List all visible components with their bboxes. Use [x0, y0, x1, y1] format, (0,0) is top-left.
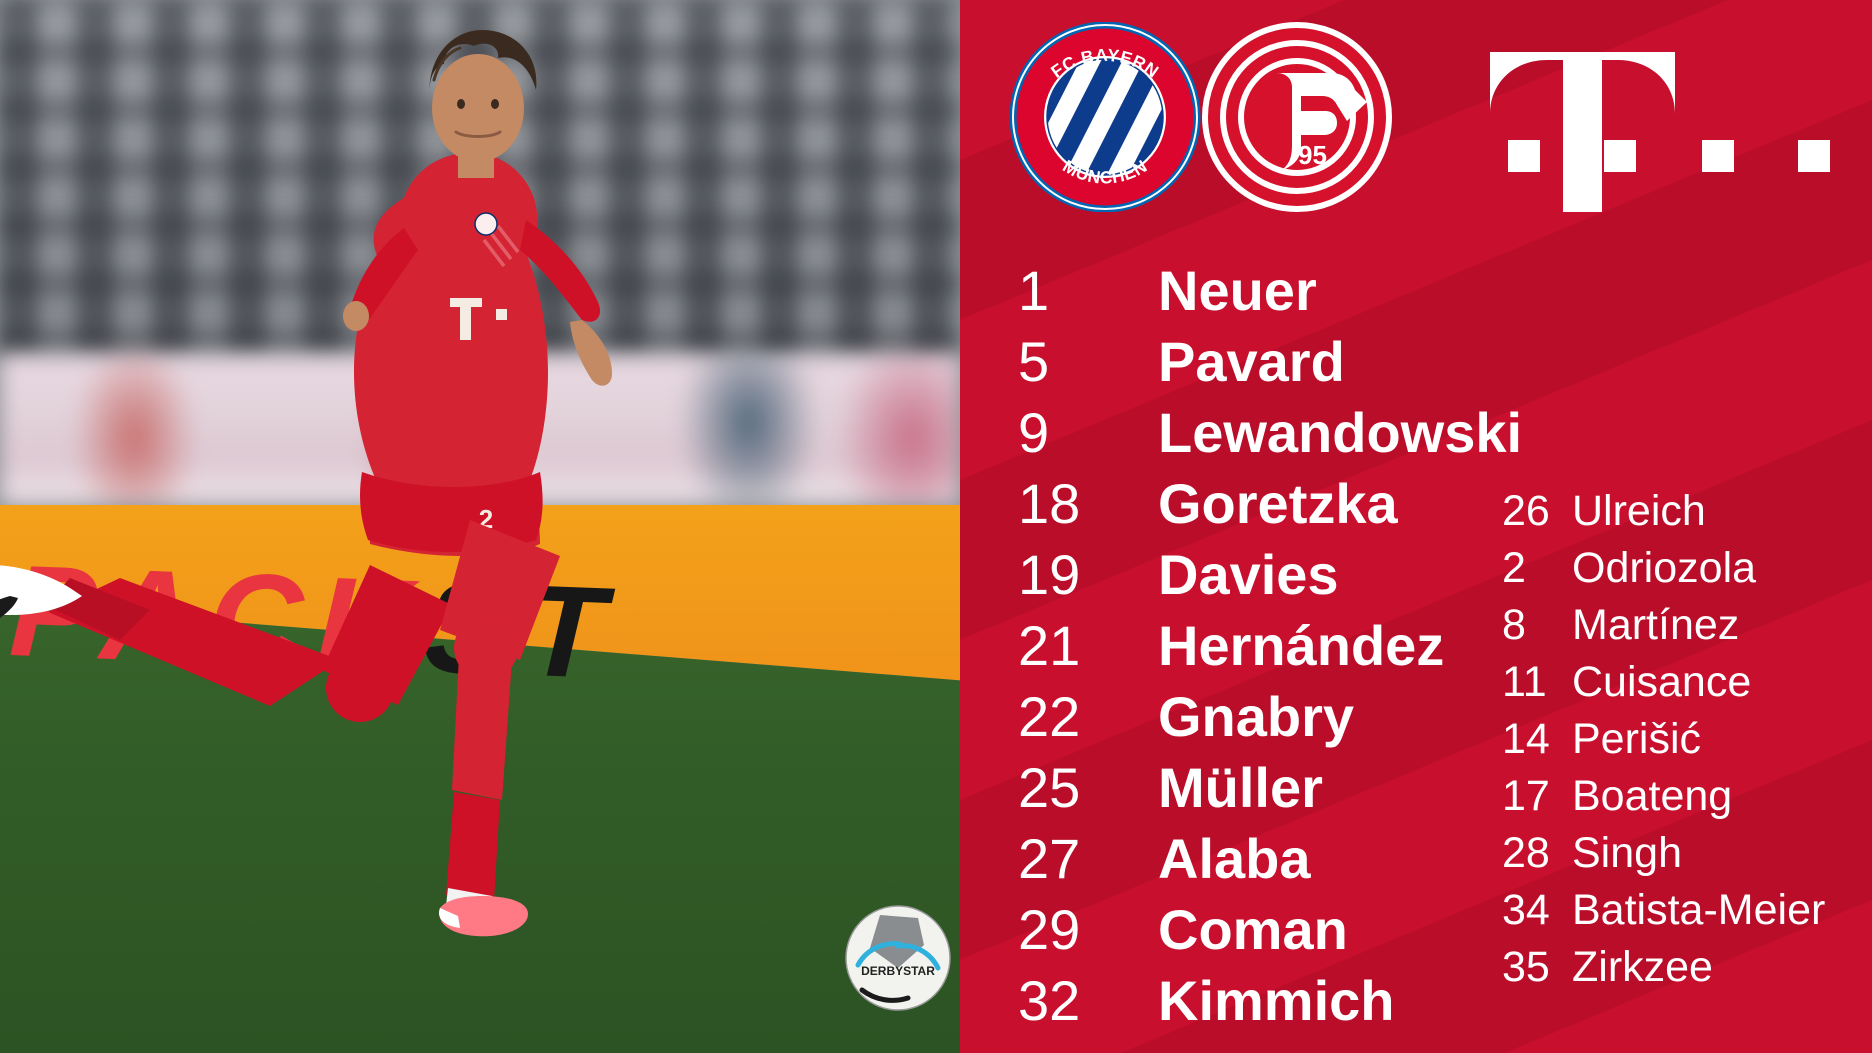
svg-text:95: 95 — [1298, 140, 1327, 170]
svg-text:DERBYSTAR: DERBYSTAR — [861, 964, 935, 978]
